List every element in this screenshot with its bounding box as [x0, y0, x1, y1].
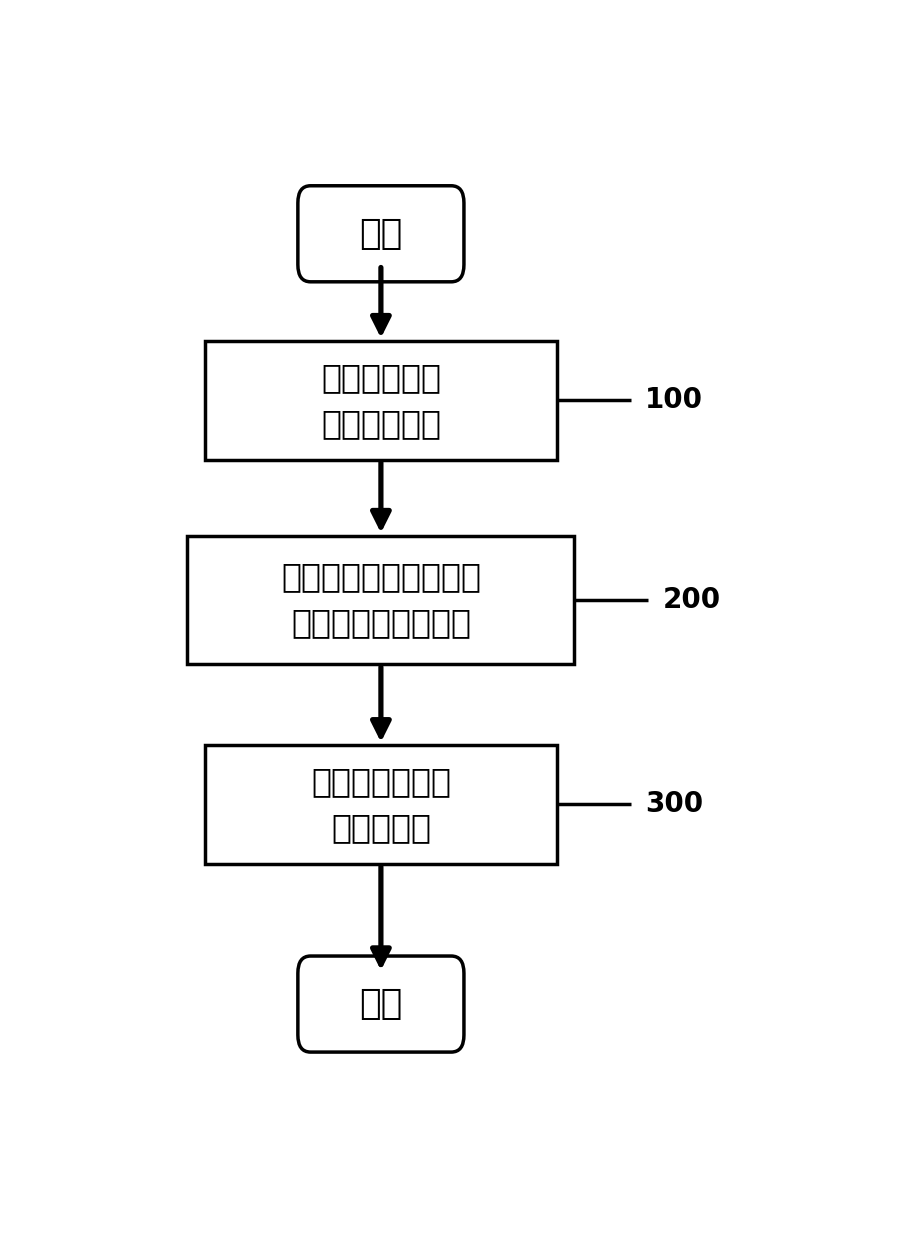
Bar: [205, 341, 557, 459]
Text: 开始: 开始: [360, 217, 402, 251]
FancyBboxPatch shape: [298, 185, 464, 282]
Text: 断路器分合闸
操作机构控制: 断路器分合闸 操作机构控制: [321, 361, 441, 440]
Text: 断路器固有分合闸动作
时间的实时补偿控制: 断路器固有分合闸动作 时间的实时补偿控制: [281, 561, 481, 640]
Bar: [187, 536, 575, 664]
Text: 断路器各相极柱
位移的控制: 断路器各相极柱 位移的控制: [311, 764, 451, 844]
Text: 300: 300: [645, 790, 703, 819]
Text: 100: 100: [645, 387, 703, 414]
Text: 结束: 结束: [360, 987, 402, 1021]
Text: 200: 200: [663, 585, 721, 614]
FancyBboxPatch shape: [298, 956, 464, 1052]
Bar: [205, 745, 557, 863]
